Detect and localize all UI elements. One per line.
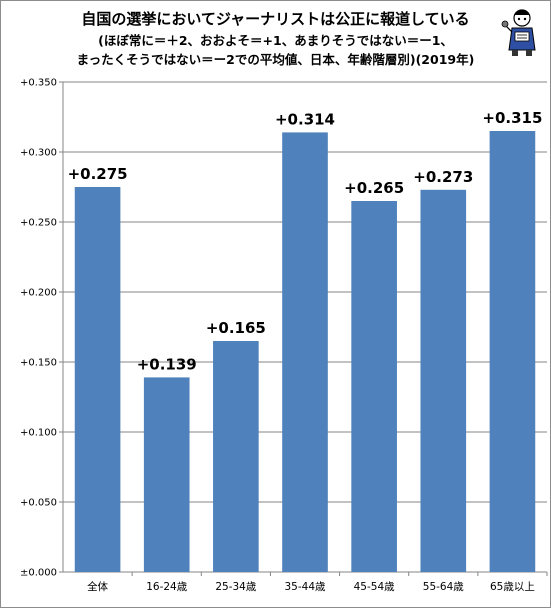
chart-subtitle-line1: (ほぼ常に＝＋2、おおよそ＝+1、あまりそうではない＝ー1、 [98, 33, 453, 48]
bar [489, 131, 536, 572]
data-label: +0.275 [68, 165, 128, 183]
chart-title: 自国の選挙においてジャーナリストは公正に報道している [81, 10, 470, 28]
bar [74, 187, 121, 572]
data-label: +0.273 [413, 168, 473, 186]
y-tick-label: +0.050 [20, 498, 57, 509]
y-tick-label: +0.150 [20, 358, 57, 369]
y-tick-label: +0.100 [20, 428, 57, 439]
y-tick-label: +0.250 [20, 218, 57, 229]
y-tick-label: +0.300 [20, 148, 57, 159]
chart-subtitle-line2: まったくそうではない＝ー2での平均値、日本、年齢階層別)(2019年) [76, 52, 475, 67]
bar [282, 132, 328, 572]
data-label: +0.165 [206, 319, 266, 337]
bar [351, 201, 397, 572]
x-tick-label: 65歳以上 [490, 581, 535, 593]
x-tick-label: 16-24歳 [146, 581, 188, 593]
data-label: +0.314 [275, 110, 335, 128]
data-label: +0.139 [137, 355, 197, 373]
data-label: +0.315 [482, 109, 542, 127]
y-tick-label: ±0.000 [20, 568, 57, 579]
bar [143, 377, 190, 572]
bar [420, 189, 467, 573]
data-label: +0.265 [344, 179, 404, 197]
x-tick-label: 25-34歳 [215, 581, 257, 593]
y-tick-label: +0.200 [20, 288, 57, 299]
reporter-mascot-icon [501, 9, 536, 56]
x-tick-label: 45-54歳 [354, 581, 396, 593]
bar [213, 341, 259, 572]
x-tick-label: 55-64歳 [423, 581, 465, 593]
x-tick-label: 全体 [87, 580, 108, 593]
y-tick-label: +0.350 [20, 78, 57, 89]
x-tick-label: 35-44歳 [284, 581, 326, 593]
